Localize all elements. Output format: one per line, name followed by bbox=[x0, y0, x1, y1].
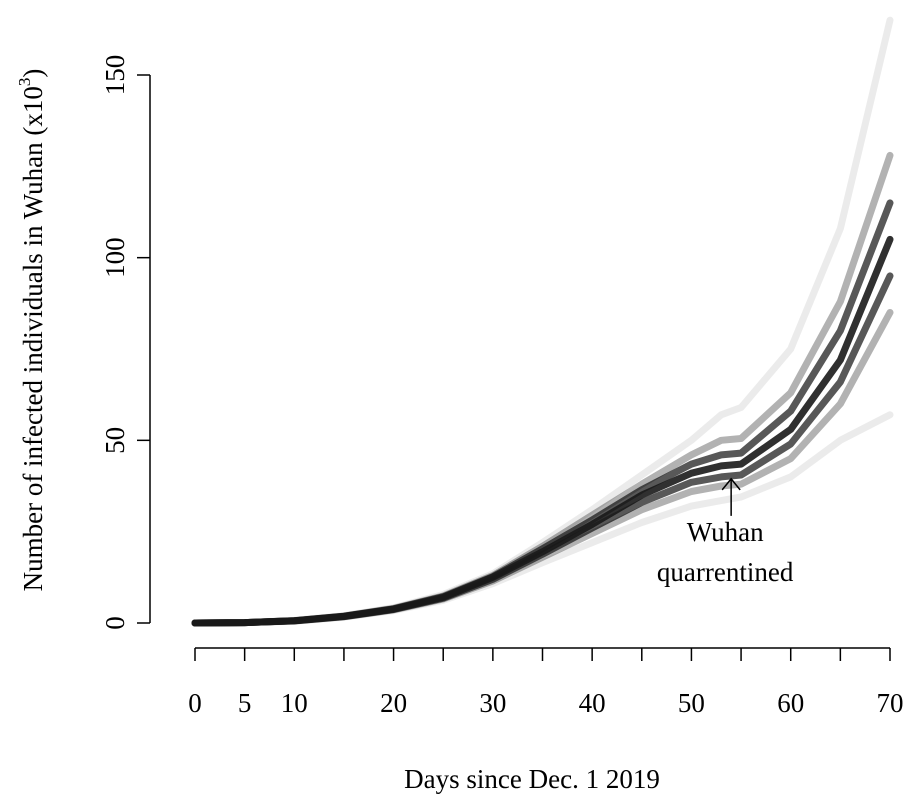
annotation-text: Wuhan bbox=[687, 517, 764, 547]
curve bbox=[191, 235, 894, 627]
x-tick-label: 5 bbox=[238, 688, 252, 718]
y-label-main: Number of infected individuals in Wuhan … bbox=[18, 86, 48, 591]
y-tick-label: 100 bbox=[100, 237, 130, 278]
x-tick-label: 40 bbox=[579, 688, 606, 718]
curve bbox=[191, 16, 894, 627]
x-tick-label: 70 bbox=[877, 688, 904, 718]
y-label-sup: 3 bbox=[15, 78, 34, 87]
x-tick-label: 30 bbox=[479, 688, 506, 718]
x-axis-label: Days since Dec. 1 2019 bbox=[404, 764, 660, 794]
x-tick-label: 60 bbox=[777, 688, 804, 718]
y-tick-label: 50 bbox=[100, 427, 130, 454]
x-tick-label: 0 bbox=[188, 688, 202, 718]
y-tick-label: 150 bbox=[100, 55, 130, 96]
x-tick-label: 10 bbox=[281, 688, 308, 718]
x-tick-label: 50 bbox=[678, 688, 705, 718]
annotation-arrowhead bbox=[721, 477, 741, 491]
x-tick-label: 20 bbox=[380, 688, 407, 718]
y-axis-label: Number of infected individuals in Wuhan … bbox=[15, 69, 48, 592]
y-tick-label: 0 bbox=[100, 616, 130, 630]
annotation-text: quarrentined bbox=[657, 557, 794, 587]
y-label-end: ) bbox=[18, 69, 48, 78]
